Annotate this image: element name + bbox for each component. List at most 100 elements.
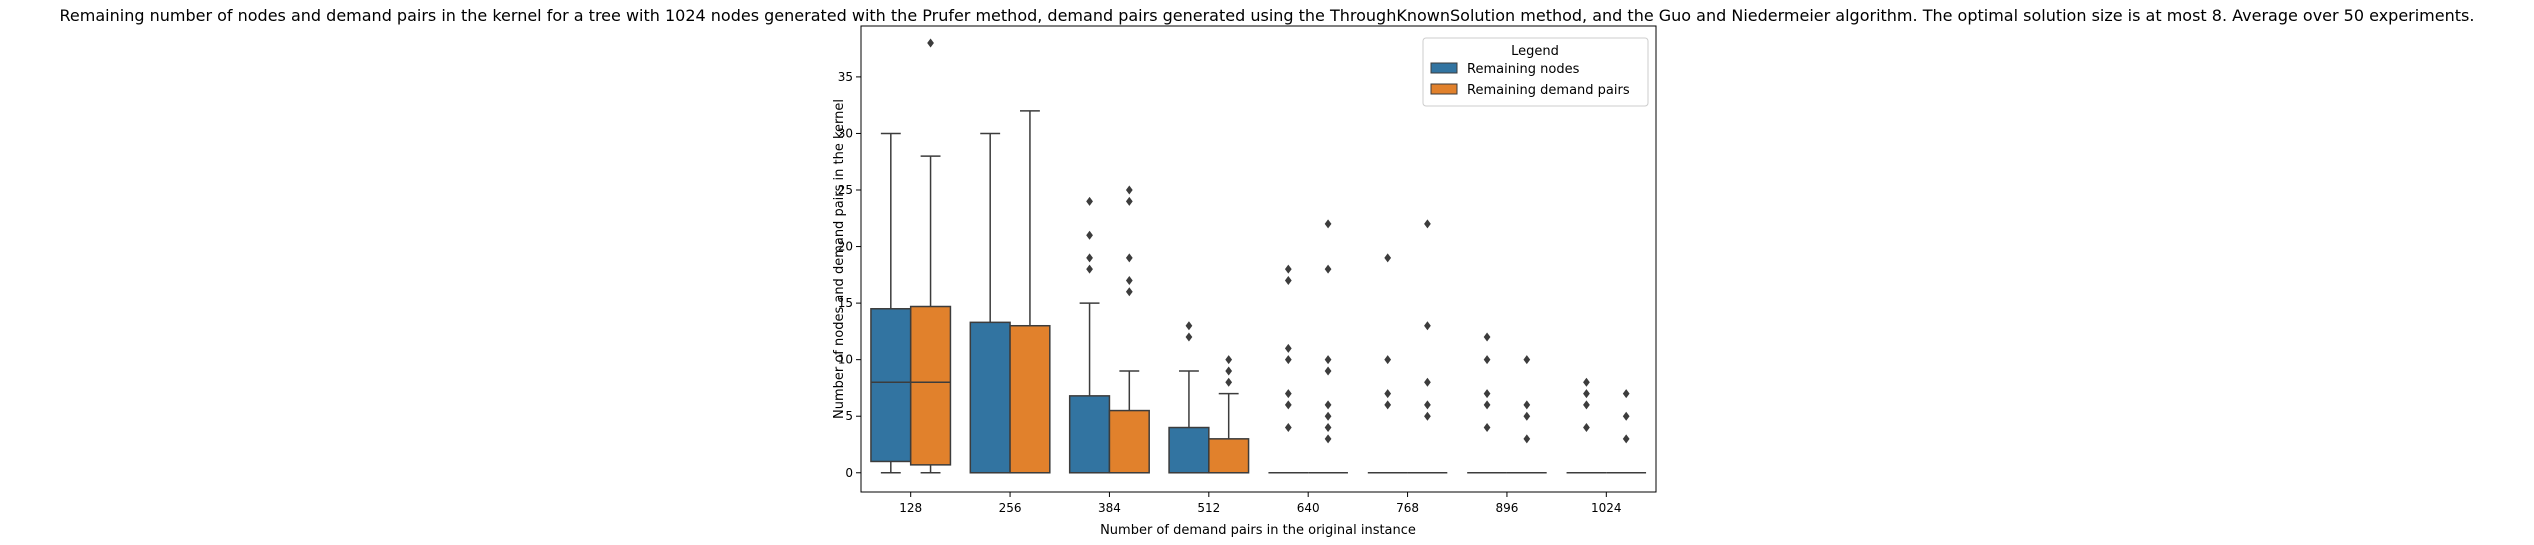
outlier-point xyxy=(1284,400,1292,410)
box-1024 xyxy=(1566,377,1607,474)
outlier-point xyxy=(1185,332,1193,342)
outlier-point xyxy=(1324,411,1332,421)
box-body xyxy=(1108,409,1150,474)
box-384 xyxy=(1108,185,1150,474)
box-640 xyxy=(1268,264,1309,474)
x-tick-label: 128 xyxy=(899,501,922,515)
box-body xyxy=(1168,426,1210,474)
outlier-point xyxy=(1424,219,1431,229)
series-remaining-demand-pairs xyxy=(909,38,1647,474)
box-1024 xyxy=(1606,389,1647,474)
box-128 xyxy=(909,38,952,474)
outlier-point xyxy=(1384,253,1392,263)
box-body xyxy=(1068,395,1111,474)
box-body xyxy=(969,321,1011,474)
box-512 xyxy=(1208,355,1250,474)
x-tick-label: 256 xyxy=(999,501,1022,515)
outlier-point xyxy=(1086,196,1093,206)
outlier-point xyxy=(1622,411,1630,421)
box-896 xyxy=(1506,355,1547,474)
y-tick-label: 0 xyxy=(845,466,853,480)
outlier-point xyxy=(1284,343,1292,353)
outlier-point xyxy=(1384,400,1392,410)
outlier-point xyxy=(1483,332,1491,342)
box-plot-series xyxy=(870,38,1647,474)
outlier-point xyxy=(1284,423,1292,433)
box-body xyxy=(909,305,952,466)
outlier-point xyxy=(1622,389,1630,399)
outlier-point xyxy=(1225,377,1233,387)
outlier-point xyxy=(1583,400,1590,410)
outlier-point xyxy=(1424,400,1431,410)
outlier-point xyxy=(1125,275,1133,285)
box-body xyxy=(870,308,912,463)
outlier-point xyxy=(1384,355,1392,365)
series-remaining-nodes xyxy=(870,132,1607,474)
outlier-point xyxy=(1284,355,1292,365)
legend-swatch-remaining-nodes xyxy=(1430,62,1458,74)
y-tick-label: 15 xyxy=(838,296,853,310)
box-768 xyxy=(1407,219,1448,474)
y-tick-label: 5 xyxy=(845,409,853,423)
plot-border xyxy=(860,25,1657,493)
outlier-point xyxy=(1483,389,1491,399)
y-tick-label: 10 xyxy=(838,353,853,367)
outlier-point xyxy=(1225,355,1233,365)
outlier-point xyxy=(1384,389,1392,399)
box-body xyxy=(1208,438,1250,474)
outlier-point xyxy=(1086,230,1093,240)
outlier-point xyxy=(1583,377,1590,387)
box-128 xyxy=(870,132,912,474)
y-axis-label: Number of nodes and demand pairs in the … xyxy=(832,99,847,419)
outlier-point xyxy=(1483,355,1491,365)
y-axis: 0 5 10 15 20 25 30 35 xyxy=(838,70,861,480)
y-tick-label: 20 xyxy=(838,240,853,254)
outlier-point xyxy=(1125,253,1133,263)
outlier-point xyxy=(1225,366,1233,376)
box-body xyxy=(1009,324,1051,474)
legend-label-remaining-nodes: Remaining nodes xyxy=(1467,62,1580,77)
box-768 xyxy=(1367,253,1408,474)
x-tick-label: 384 xyxy=(1098,501,1121,515)
outlier-point xyxy=(1424,377,1431,387)
outlier-point xyxy=(1324,366,1332,376)
outlier-point xyxy=(1483,400,1491,410)
x-tick-label: 896 xyxy=(1495,501,1518,515)
outlier-point xyxy=(1324,355,1332,365)
y-tick-label: 25 xyxy=(838,183,853,197)
outlier-point xyxy=(927,38,934,48)
box-512 xyxy=(1168,321,1210,474)
outlier-point xyxy=(1086,264,1093,274)
outlier-point xyxy=(1622,434,1630,444)
outlier-point xyxy=(1523,434,1531,444)
legend: Legend Remaining nodes Remaining demand … xyxy=(1422,37,1649,107)
outlier-point xyxy=(1424,411,1431,421)
chart-title: Remaining number of nodes and demand pai… xyxy=(60,6,2475,25)
x-axis: 128 256 384 512 640 768 896 1024 xyxy=(899,492,1622,515)
y-tick-label: 30 xyxy=(838,126,853,140)
outlier-point xyxy=(1324,423,1332,433)
y-tick-label: 35 xyxy=(838,70,853,84)
box-256 xyxy=(1009,110,1051,474)
outlier-point xyxy=(1523,411,1531,421)
x-axis-label: Number of demand pairs in the original i… xyxy=(1100,523,1416,538)
x-tick-label: 640 xyxy=(1297,501,1320,515)
outlier-point xyxy=(1086,253,1093,263)
box-384 xyxy=(1068,196,1111,474)
outlier-point xyxy=(1324,264,1332,274)
outlier-point xyxy=(1284,275,1292,285)
outlier-point xyxy=(1125,185,1133,195)
outlier-point xyxy=(1483,423,1491,433)
box-640 xyxy=(1308,219,1348,474)
legend-label-remaining-demand-pairs: Remaining demand pairs xyxy=(1467,83,1630,98)
outlier-point xyxy=(1324,434,1332,444)
x-tick-label: 512 xyxy=(1197,501,1220,515)
outlier-point xyxy=(1125,196,1133,206)
box-896 xyxy=(1467,332,1507,474)
outlier-point xyxy=(1284,264,1292,274)
box-256 xyxy=(969,132,1011,474)
outlier-point xyxy=(1424,321,1431,331)
outlier-point xyxy=(1125,287,1133,297)
outlier-point xyxy=(1523,400,1531,410)
